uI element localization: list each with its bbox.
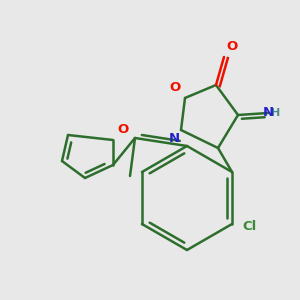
- Text: N: N: [169, 131, 180, 145]
- Text: Cl: Cl: [242, 220, 256, 232]
- Text: H: H: [271, 108, 280, 118]
- Text: O: O: [226, 40, 237, 53]
- Text: O: O: [170, 81, 181, 94]
- Text: N: N: [263, 106, 274, 119]
- Text: O: O: [117, 123, 128, 136]
